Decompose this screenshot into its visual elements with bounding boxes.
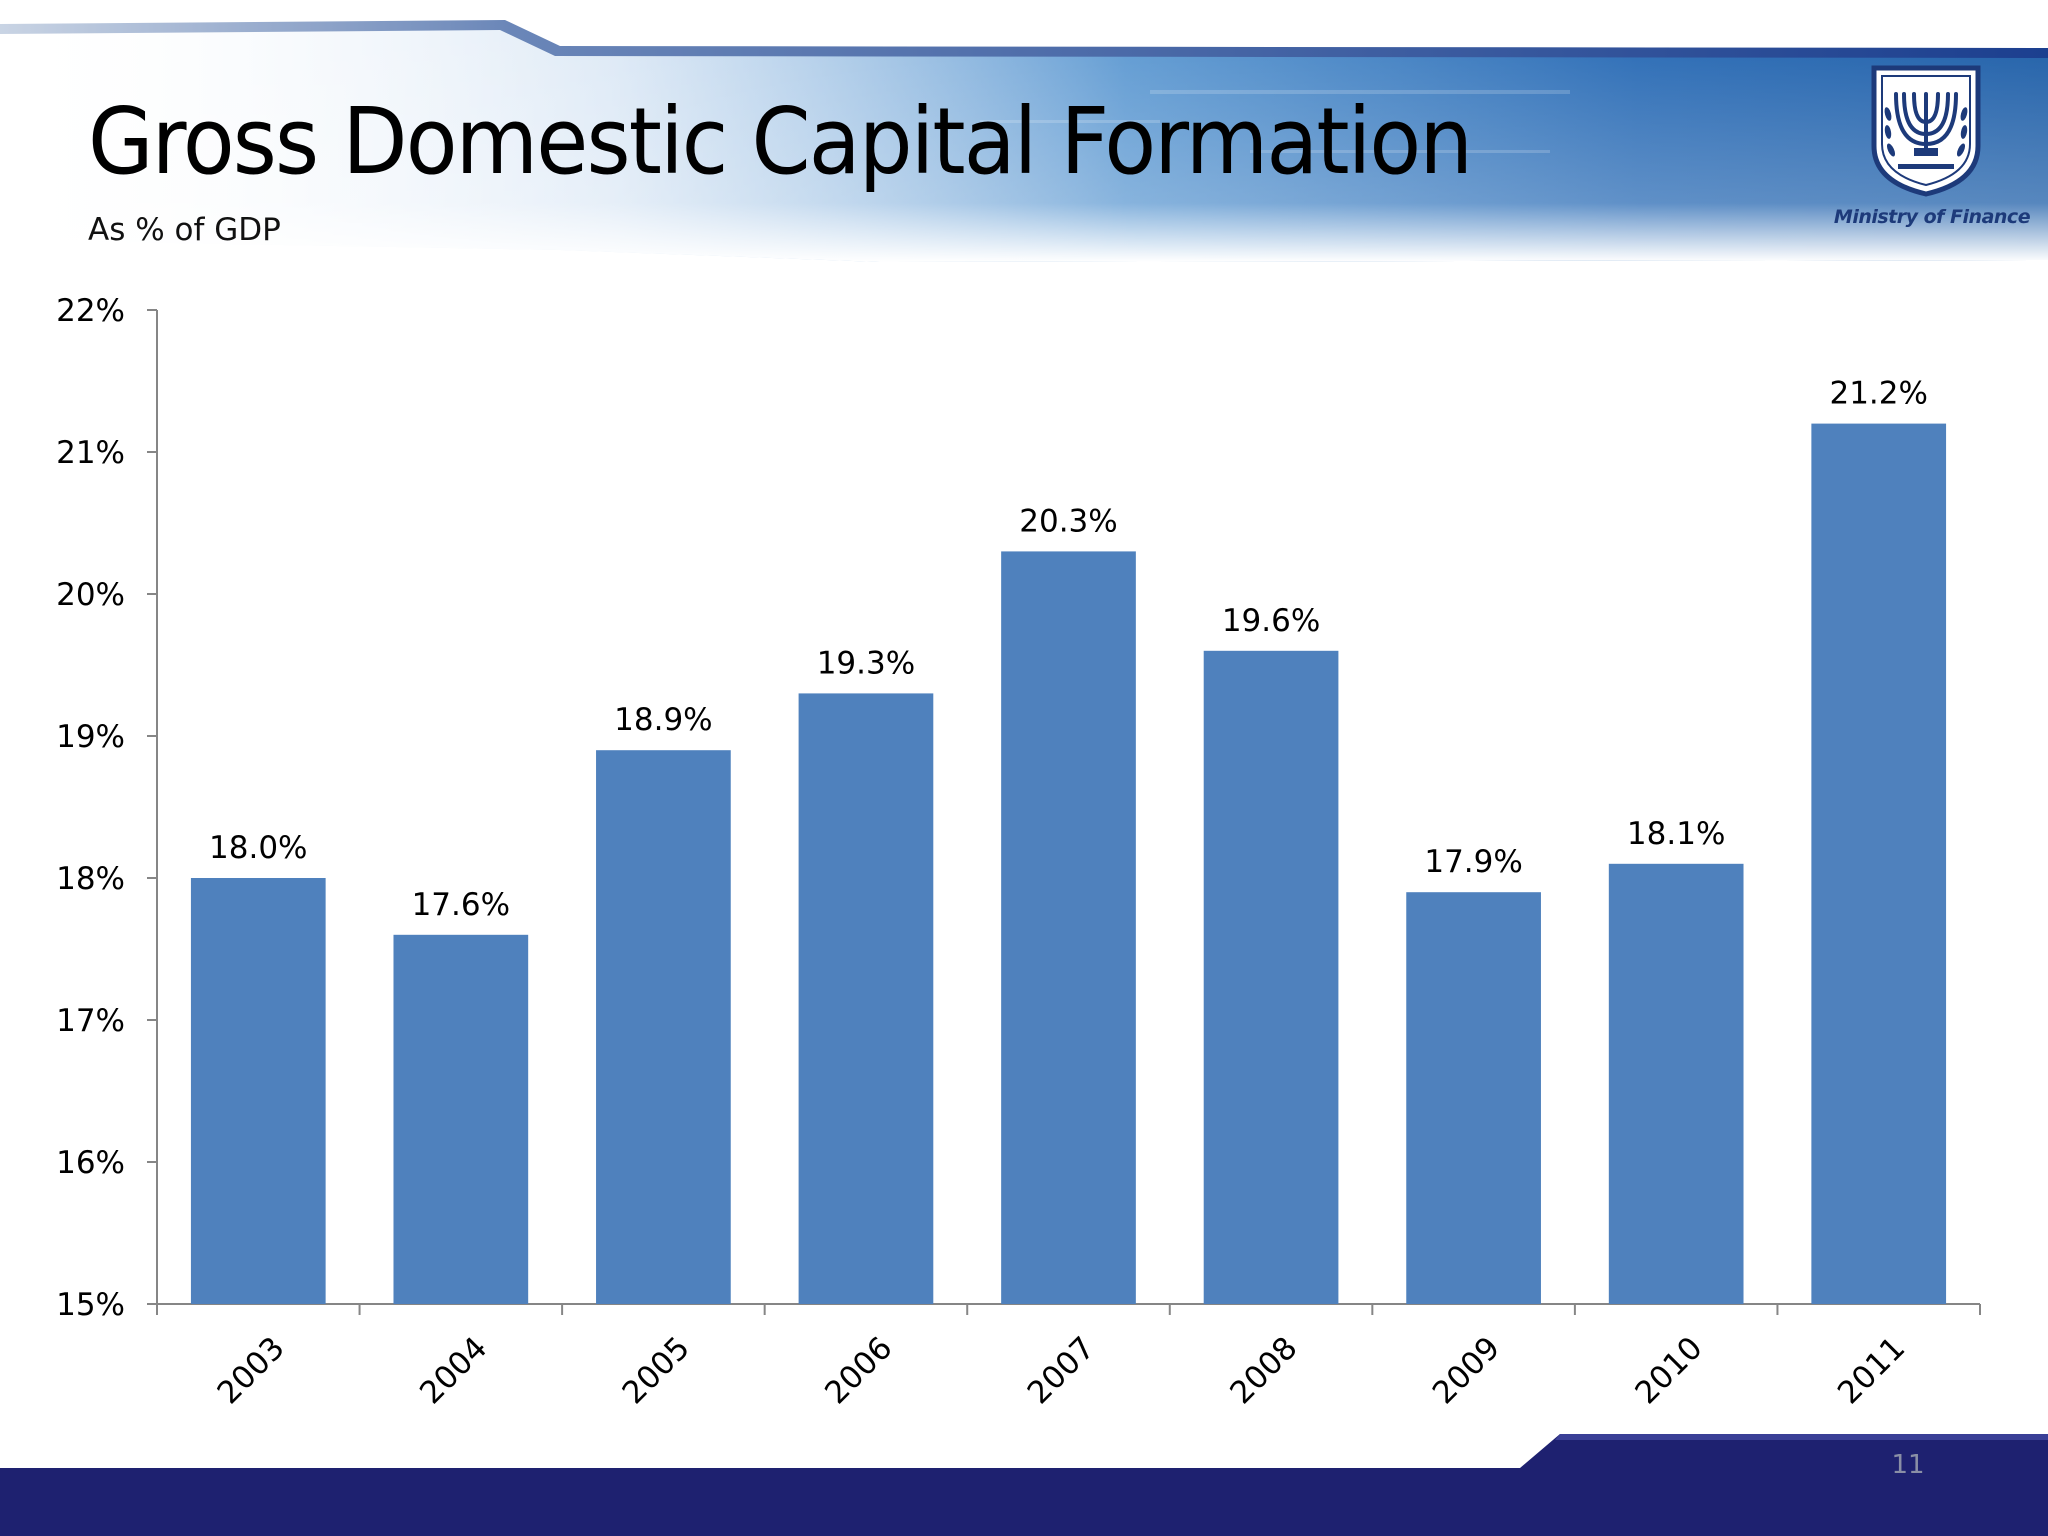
x-tick-label-2008: 2008 bbox=[1223, 1330, 1304, 1411]
y-tick-label: 20% bbox=[56, 577, 125, 613]
x-tick-label-2010: 2010 bbox=[1628, 1330, 1709, 1411]
x-tick-label-2003: 2003 bbox=[211, 1330, 292, 1411]
x-tick-label-2009: 2009 bbox=[1426, 1330, 1507, 1411]
x-tick-label-2011: 2011 bbox=[1831, 1330, 1912, 1411]
emblem-icon bbox=[1871, 65, 1981, 197]
header-banner bbox=[0, 20, 2048, 262]
bar-series bbox=[190, 423, 1947, 1305]
data-label-2007: 20.3% bbox=[1019, 503, 1117, 539]
bar-2003 bbox=[190, 878, 326, 1304]
data-label-2005: 18.9% bbox=[614, 702, 712, 738]
y-tick-label: 18% bbox=[56, 861, 125, 897]
bar-2009 bbox=[1406, 892, 1541, 1304]
bar-2004 bbox=[393, 934, 529, 1304]
y-tick-label: 16% bbox=[56, 1145, 125, 1181]
x-tick-label-2007: 2007 bbox=[1021, 1330, 1102, 1411]
data-label-2009: 17.9% bbox=[1424, 844, 1522, 880]
y-tick-label: 21% bbox=[56, 435, 125, 471]
x-axis: 2003 2004 2005 2006 2007 2008 2009 2010 2011 bbox=[156, 1303, 1981, 1411]
bar-2008 bbox=[1203, 650, 1339, 1304]
bar-2006 bbox=[798, 693, 934, 1304]
y-tick-label: 22% bbox=[56, 293, 125, 329]
bar-2005 bbox=[596, 750, 731, 1304]
data-label-2006: 19.3% bbox=[817, 645, 915, 681]
y-tick-label: 19% bbox=[56, 719, 125, 755]
page-number: 11 bbox=[1891, 1450, 1925, 1480]
data-label-2003: 18.0% bbox=[209, 830, 307, 866]
x-tick-label-2004: 2004 bbox=[413, 1330, 494, 1411]
data-label-2010: 18.1% bbox=[1627, 816, 1725, 852]
bar-2007 bbox=[1001, 551, 1136, 1304]
x-tick-label-2005: 2005 bbox=[616, 1330, 697, 1411]
data-label-2011: 21.2% bbox=[1829, 376, 1927, 412]
y-tick-label: 15% bbox=[56, 1287, 125, 1323]
y-axis: 15% 16% 17% 18% 19% 20% 21% 22% bbox=[56, 293, 158, 1323]
footer-bar bbox=[0, 1434, 2048, 1536]
data-label-2008: 19.6% bbox=[1222, 603, 1320, 639]
slide-subtitle: As % of GDP bbox=[88, 212, 281, 248]
data-label-2004: 17.6% bbox=[412, 887, 510, 923]
x-tick-label-2006: 2006 bbox=[818, 1330, 899, 1411]
bar-2011 bbox=[1811, 423, 1947, 1305]
bar-2010 bbox=[1608, 863, 1744, 1304]
y-tick-label: 17% bbox=[56, 1003, 125, 1039]
ministry-logo-text: Ministry of Finance bbox=[1833, 206, 2031, 228]
slide-title: Gross Domestic Capital Formation bbox=[88, 88, 1473, 195]
data-labels: 18.0% 17.6% 18.9% 19.3% 20.3% 19.6% 17.9% 18.1%… bbox=[209, 376, 1928, 923]
